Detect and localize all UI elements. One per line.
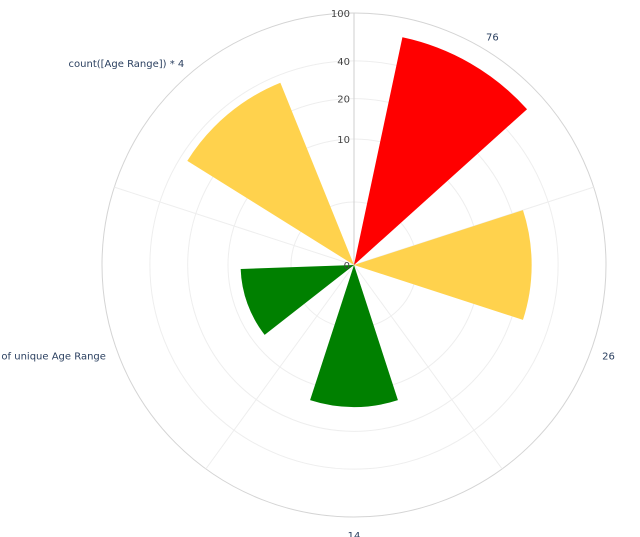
bar-sectors [187,37,532,408]
grid-spoke [205,264,355,470]
grid-spoke [114,186,355,266]
bar-sector [310,265,398,408]
radial-tick-label: 20 [337,95,350,106]
radial-tick-labels: 0 10 20 40 100 [331,9,350,272]
angular-label: 26 [602,351,615,362]
polar-grid [101,12,607,518]
angular-labels: 76 26 14 # of unique Age Range count([Ag… [0,32,615,537]
angular-label: 14 [348,531,361,537]
radial-tick-label: 100 [331,9,350,20]
radial-tick-label: 10 [337,135,350,146]
angular-label: count([Age Range]) * 4 [69,59,185,70]
angular-label: 76 [486,32,499,43]
grid-spoke [353,264,503,470]
bar-sector [354,37,528,265]
bar-sector [240,265,354,335]
angular-label: # of unique Age Range [0,351,106,362]
bar-sector [354,210,532,320]
bar-sector [187,82,354,265]
radial-tick-label: 0 [344,261,350,272]
radial-tick-label: 40 [337,57,350,68]
